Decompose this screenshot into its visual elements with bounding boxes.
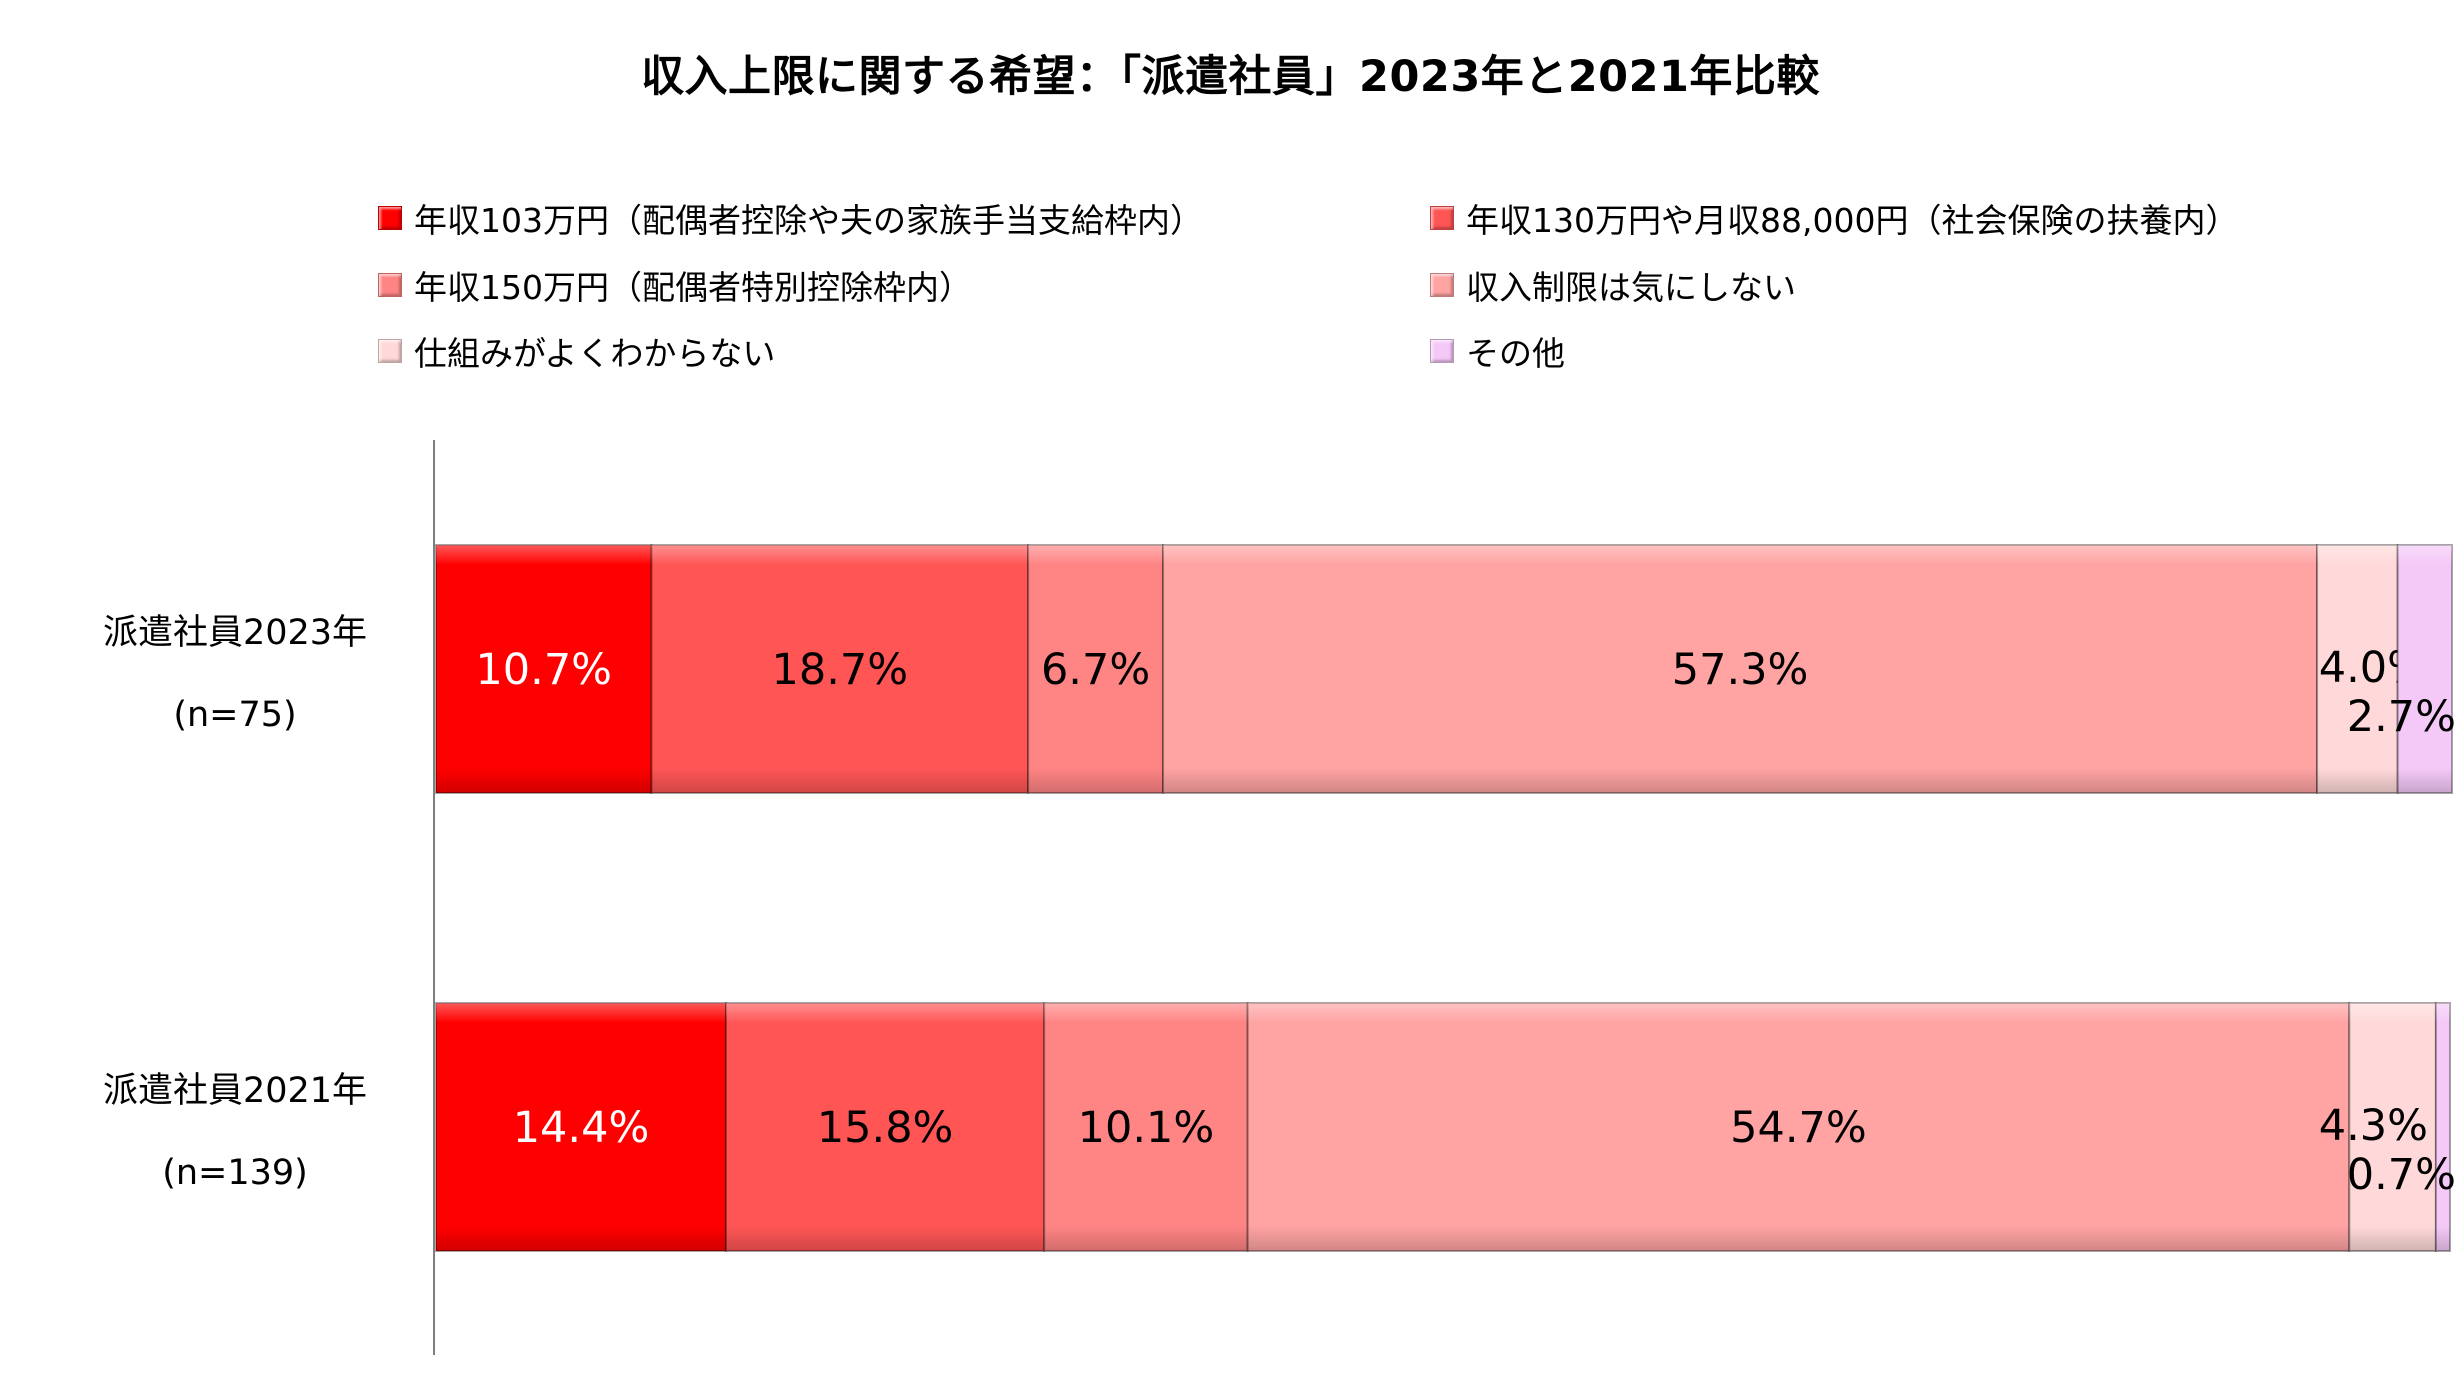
category-sample-size: (n=139)	[162, 1153, 308, 1193]
legend-swatch	[1430, 339, 1454, 363]
bar-segment-shading	[436, 1003, 727, 1251]
legend-swatch	[378, 339, 402, 363]
data-label: 10.7%	[475, 645, 612, 695]
bar-segment-shading	[1163, 545, 2318, 793]
data-label: 18.7%	[772, 645, 909, 695]
bar-segment-shading	[1044, 1003, 1248, 1251]
bar-segment-shading	[2397, 545, 2453, 793]
legend-label: 仕組みがよくわからない	[414, 334, 776, 373]
bar-segment-shading	[2317, 545, 2398, 793]
legend-item: その他	[1430, 329, 1565, 373]
legend-label: 年収130万円や月収88,000円（社会保険の扶養内）	[1466, 201, 2239, 240]
legend-item: 年収150万円（配偶者特別控除枠内）	[378, 263, 972, 307]
legend-swatch	[1430, 206, 1454, 230]
bar-segment-shading	[2349, 1003, 2436, 1251]
legend-swatch	[378, 273, 402, 297]
legend-item: 仕組みがよくわからない	[378, 329, 775, 373]
legend-label: その他	[1466, 334, 1565, 373]
data-label: 0.7%	[2347, 1150, 2456, 1200]
bar-segment-shading	[436, 545, 652, 793]
data-label: 6.7%	[1041, 645, 1150, 695]
legend-item: 年収103万円（配偶者控除や夫の家族手当支給枠内）	[378, 196, 1203, 240]
category-sample-size: (n=75)	[173, 695, 296, 735]
data-label: 57.3%	[1672, 645, 1809, 695]
legend-label: 収入制限は気にしない	[1466, 268, 1796, 307]
data-label: 14.4%	[513, 1103, 650, 1153]
data-label: 15.8%	[817, 1103, 954, 1153]
bar-segment-shading	[1247, 1003, 2350, 1251]
chart-title: 収入上限に関する希望：「派遣社員」2023年と2021年比較	[641, 52, 1820, 102]
legend-label: 年収103万円（配偶者控除や夫の家族手当支給枠内）	[414, 201, 1203, 240]
legend-swatch	[1430, 273, 1454, 297]
data-label: 10.1%	[1078, 1103, 1215, 1153]
legend-label: 年収150万円（配偶者特別控除枠内）	[414, 268, 972, 307]
data-label: 4.3%	[2319, 1101, 2428, 1151]
legend-item: 収入制限は気にしない	[1430, 263, 1796, 307]
data-label: 2.7%	[2347, 692, 2456, 742]
data-label: 54.7%	[1730, 1103, 1867, 1153]
bar-segment-shading	[1028, 545, 1164, 793]
category-label: 派遣社員2023年	[103, 613, 367, 653]
bar-segment-shading	[651, 545, 1029, 793]
category-label: 派遣社員2021年	[103, 1071, 367, 1111]
legend-item: 年収130万円や月収88,000円（社会保険の扶養内）	[1430, 196, 2238, 240]
legend-swatch	[378, 206, 402, 230]
bar-segment-shading	[2435, 1003, 2450, 1251]
bar-segment-shading	[726, 1003, 1045, 1251]
